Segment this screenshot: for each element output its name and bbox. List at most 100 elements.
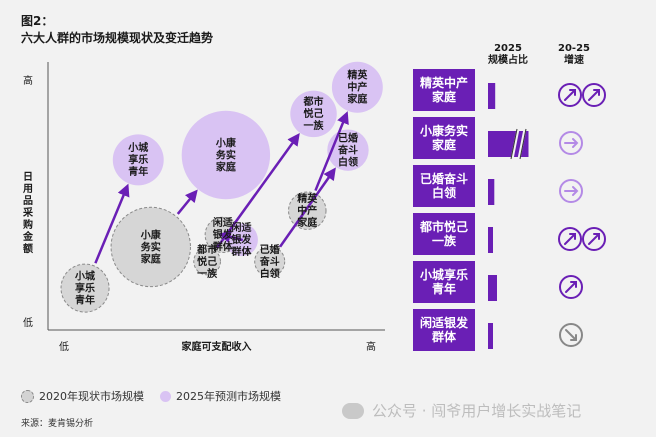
legend-label-2025: 2025年预测市场规模 [176, 390, 281, 403]
x-axis-title: 家庭可支配收入 [182, 340, 252, 353]
col-head-share-l2: 规模占比 [488, 55, 528, 66]
y-axis-title-char-2: 品 [23, 195, 33, 207]
y-axis-low-label: 低 [23, 316, 33, 329]
col-head-growth-l2: 增速 [564, 55, 584, 66]
legend-swatch-2020 [21, 389, 34, 403]
y-axis-title-char-5: 金 [22, 230, 34, 243]
group-2-current-label-line-1: 银发 [213, 228, 234, 241]
watermark-text: 公众号 · 闯爷用户增长实战笔记 [372, 402, 582, 420]
y-axis-high-label: 高 [23, 74, 33, 87]
group-4-current-label-line-0: 已婚 [260, 243, 280, 256]
x-axis-high-label: 高 [366, 340, 376, 353]
y-axis-title-char-0: 日 [23, 171, 33, 183]
group-3-forecast-label-line-0: 都市 [303, 95, 324, 108]
y-axis-title-char-3: 采 [22, 206, 33, 219]
legend-swatch-2025 [160, 390, 171, 402]
share-bar-5 [488, 323, 493, 349]
share-bar-3 [488, 227, 493, 253]
group-0-current-label-line-2: 青年 [75, 293, 95, 306]
group-3-current-bubble [193, 247, 221, 276]
group-0-trend-arrow [94, 183, 130, 264]
group-2-forecast-label-line-1: 银发 [232, 233, 253, 246]
figure-title: 六大人群的市场规模现状及变迁趋势 [21, 31, 214, 45]
growth-icon-3-0 [558, 227, 582, 251]
group-1-current-bubble [110, 206, 191, 288]
group-5-forecast-label-line-0: 精英 [347, 69, 368, 82]
growth-arrow-0-1 [588, 89, 600, 101]
growth-arrow-0-0 [564, 89, 576, 101]
growth-arrow-2-0 [564, 186, 579, 196]
group-0-forecast-label-line-2: 青年 [128, 165, 148, 178]
growth-arrow-1-0 [564, 138, 579, 148]
group-1-forecast-bubble [181, 110, 271, 200]
group-2-current-label-line-0: 闲适 [213, 216, 233, 229]
group-3-trend-arrow [215, 132, 300, 249]
group-3-forecast-label-line-1: 悦己 [304, 107, 324, 120]
group-3-forecast-label-line-2: 一族 [304, 119, 325, 132]
group-5-trend-arrow [314, 111, 349, 192]
group-2-forecast-label-line-0: 闲适 [232, 221, 252, 234]
y-axis-title-char-4: 购 [23, 218, 33, 231]
group-0-current-bubble [60, 263, 110, 313]
row-label-comfort: 小康务实 家庭 [413, 117, 475, 159]
group-4-forecast-label-line-2: 白领 [338, 156, 358, 169]
legend-2025: 2025年预测市场规模 [160, 388, 281, 404]
row-label-married: 已婚奋斗 白领 [413, 165, 475, 207]
group-4-trend-arrow [279, 167, 336, 248]
group-0-forecast-label-line-1: 享乐 [128, 153, 148, 166]
share-break-b-1 [517, 128, 527, 160]
group-4-forecast-bubble [327, 129, 369, 171]
growth-icon-2-0 [559, 179, 583, 203]
group-1-forecast-label-line-1: 务实 [216, 148, 236, 161]
growth-arrow-5-0 [565, 329, 577, 341]
group-1-current-label-line-0: 小康 [140, 228, 162, 241]
group-5-current-label-line-1: 中产 [297, 204, 317, 217]
group-3-current-label-line-2: 一族 [197, 267, 218, 280]
share-bar-2 [488, 179, 495, 205]
group-3-current-label-line-0: 都市 [196, 243, 217, 256]
share-break-a-1 [510, 128, 520, 160]
share-break-d-1 [519, 128, 527, 160]
row-label-silver: 闲适银发 群体 [413, 309, 475, 351]
group-5-forecast-bubble [331, 61, 383, 113]
group-2-current-label-line-2: 群体 [213, 240, 234, 253]
col-head-growth-l1: 20-25 [558, 43, 590, 54]
row-label-elite: 精英中产 家庭 [413, 69, 475, 111]
col-head-share: 2025 规模占比 [480, 43, 536, 67]
col-head-growth: 20-25 增速 [550, 43, 598, 67]
group-5-current-label-line-0: 精英 [297, 192, 318, 205]
group-4-forecast-label-line-1: 奋斗 [337, 144, 358, 157]
growth-icon-0-1 [582, 83, 606, 107]
group-2-forecast-label-line-2: 群体 [232, 245, 253, 258]
group-1-trend-arrow [176, 189, 198, 215]
group-0-forecast-label-line-0: 小城 [127, 141, 148, 154]
group-0-current-label-line-0: 小城 [74, 269, 95, 282]
legend-2020: 2020年现状市场规模 [21, 388, 144, 404]
y-axis-title-char-6: 额 [23, 242, 33, 255]
y-axis-title-char-1: 用 [22, 183, 33, 195]
group-4-current-label-line-1: 奋斗 [259, 255, 280, 268]
group-0-current-label-line-1: 享乐 [75, 281, 95, 294]
growth-icon-4-0 [559, 275, 583, 299]
growth-arrow-4-0 [565, 281, 577, 293]
wechat-icon [342, 402, 364, 419]
share-bar-4 [488, 275, 497, 301]
growth-arrow-3-0 [564, 233, 576, 245]
group-4-current-label-line-2: 白领 [260, 267, 280, 280]
group-5-forecast-label-line-1: 中产 [347, 81, 367, 94]
group-0-forecast-bubble [112, 134, 164, 186]
group-4-forecast-label-line-0: 已婚 [338, 132, 358, 145]
group-1-current-label-line-1: 务实 [141, 240, 161, 253]
row-label-smalltown: 小城享乐 青年 [413, 261, 475, 303]
col-head-share-l1: 2025 [494, 43, 522, 54]
growth-icon-1-0 [559, 131, 583, 155]
growth-icon-3-1 [582, 227, 606, 251]
group-5-current-label-line-2: 家庭 [297, 216, 318, 229]
source-note: 来源：麦肯锡分析 [21, 419, 94, 429]
growth-arrow-3-1 [588, 233, 600, 245]
group-4-current-bubble [254, 245, 286, 278]
x-axis-low-label: 低 [59, 340, 69, 353]
group-1-current-label-line-2: 家庭 [141, 252, 162, 265]
group-3-forecast-bubble [290, 90, 337, 138]
